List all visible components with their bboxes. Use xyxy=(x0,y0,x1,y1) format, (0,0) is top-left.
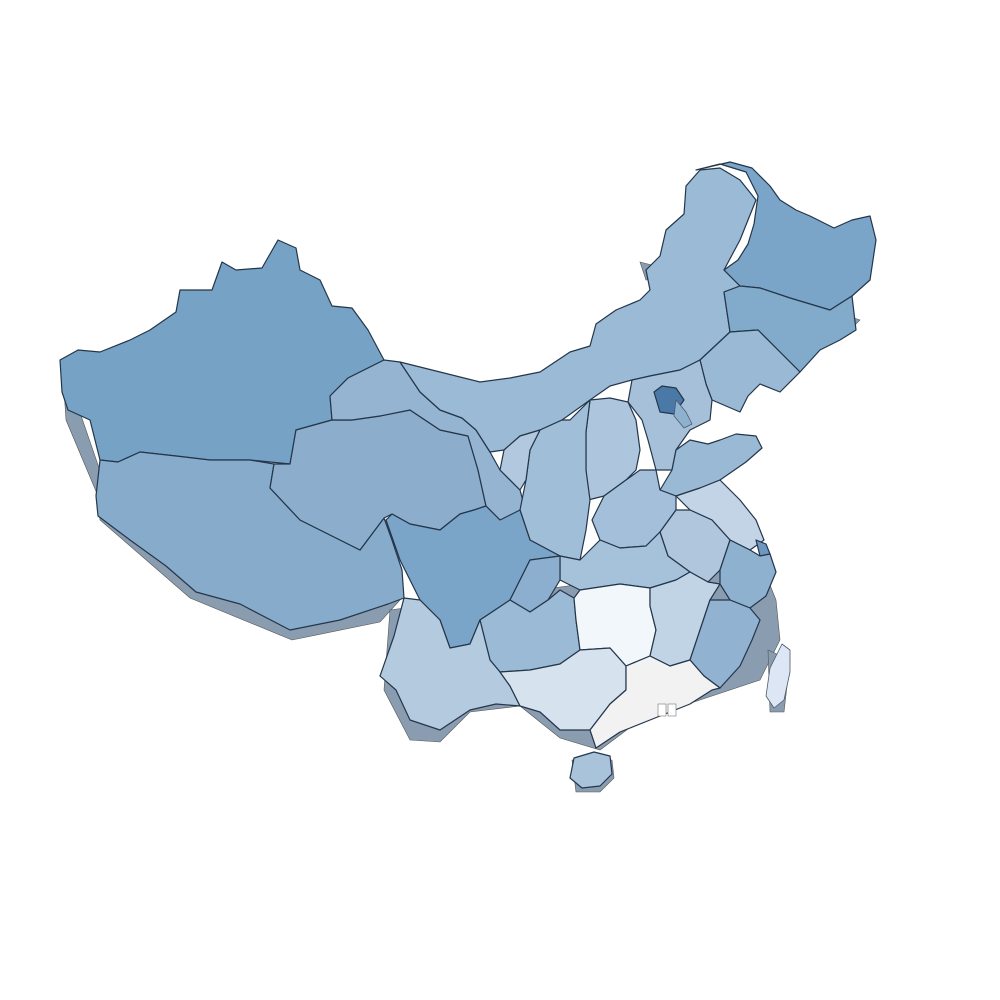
region-zhejiang[interactable] xyxy=(719,539,777,609)
region-guangdong[interactable] xyxy=(589,655,721,749)
region-shanghai[interactable] xyxy=(755,539,771,557)
province-layer xyxy=(59,161,877,789)
macau-marker xyxy=(667,703,677,717)
region-fujian[interactable] xyxy=(689,599,761,689)
sar-markers xyxy=(657,703,677,717)
region-tibet[interactable] xyxy=(95,451,405,631)
hong-kong-marker xyxy=(657,703,667,717)
region-hainan[interactable] xyxy=(569,751,613,789)
region-taiwan[interactable] xyxy=(765,643,791,709)
region-hebei[interactable] xyxy=(627,359,713,471)
region-shaanxi[interactable] xyxy=(519,399,591,561)
region-tianjin[interactable] xyxy=(673,399,693,429)
region-ningxia[interactable] xyxy=(499,429,541,491)
